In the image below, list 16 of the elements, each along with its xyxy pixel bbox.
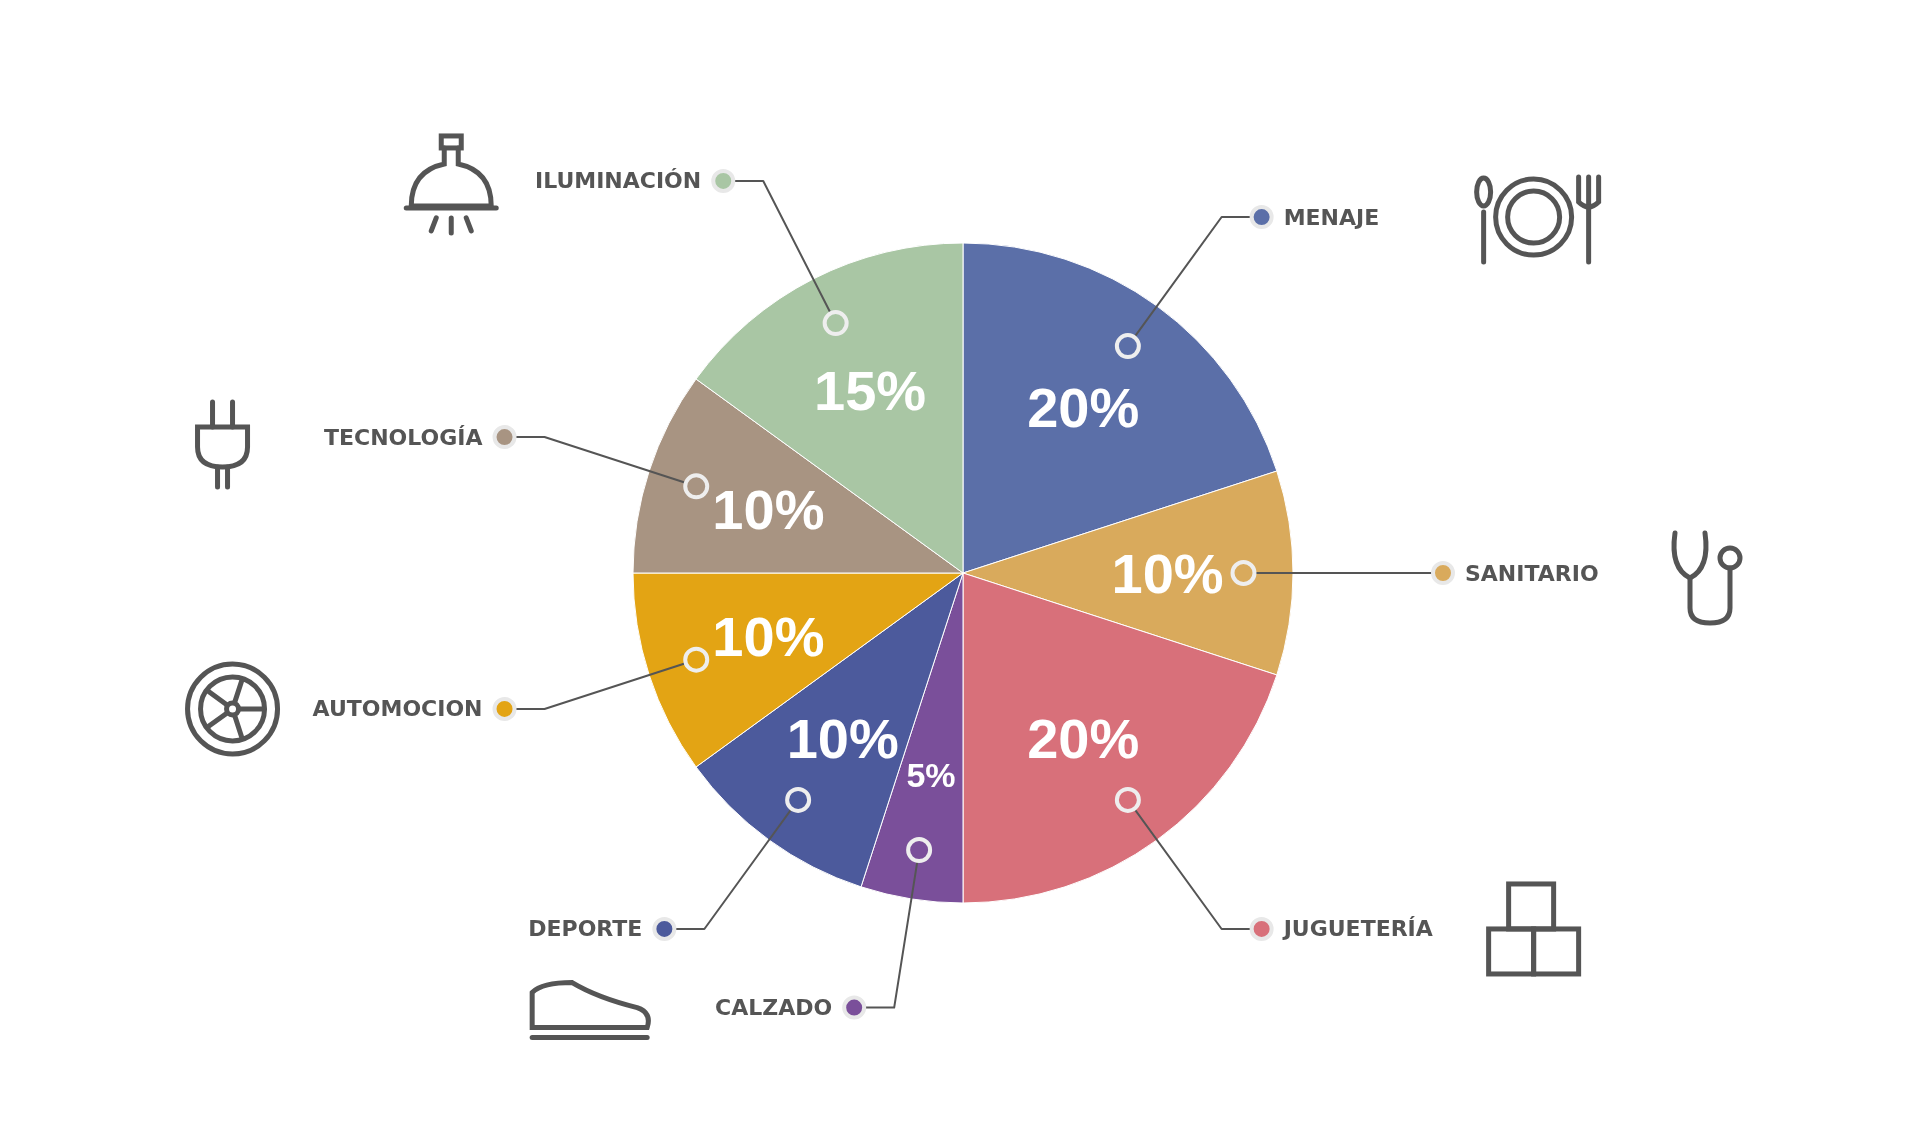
legend-label: CALZADO bbox=[715, 995, 833, 1021]
data-label: 15% bbox=[814, 359, 927, 423]
data-label: 20% bbox=[1027, 375, 1140, 439]
data-label: 10% bbox=[1111, 541, 1224, 605]
slice-label: MENAJE bbox=[1283, 204, 1380, 230]
legend-label: AUTOMOCION bbox=[312, 696, 483, 722]
data-label: 5% bbox=[906, 756, 956, 795]
data-label: 10% bbox=[712, 478, 825, 542]
data-label: 10% bbox=[712, 604, 825, 668]
legend-label: TECNOLOGÍA bbox=[324, 424, 483, 450]
data-label: 10% bbox=[786, 707, 899, 771]
slice-label: JUGUETERÍA bbox=[1281, 916, 1433, 942]
legend-label: DEPORTE bbox=[528, 916, 643, 942]
legend-label: ILUMINACIÓN bbox=[534, 168, 702, 194]
data-label: 20% bbox=[1027, 707, 1140, 771]
slice-label: SANITARIO bbox=[1465, 560, 1599, 586]
